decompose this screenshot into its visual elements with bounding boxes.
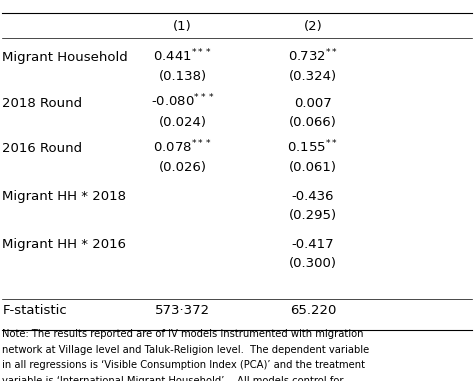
Text: Note: The results reported are of IV models instrumented with migration: Note: The results reported are of IV mod… <box>2 329 364 339</box>
Text: (1): (1) <box>173 20 192 33</box>
Text: F-statistic: F-statistic <box>2 304 67 317</box>
Text: 0.078$^{\rm{***}}$: 0.078$^{\rm{***}}$ <box>153 139 212 155</box>
Text: network at Village level and Taluk-Religion level.  The dependent variable: network at Village level and Taluk-Relig… <box>2 345 370 355</box>
Text: 2018 Round: 2018 Round <box>2 97 82 110</box>
Text: (0.024): (0.024) <box>158 116 207 129</box>
Text: (0.324): (0.324) <box>289 70 337 83</box>
Text: 65.220: 65.220 <box>290 304 336 317</box>
Text: (2): (2) <box>303 20 322 33</box>
Text: 0.007: 0.007 <box>294 97 332 110</box>
Text: 0.732$^{\rm{**}}$: 0.732$^{\rm{**}}$ <box>288 47 338 64</box>
Text: in all regressions is ‘Visible Consumption Index (PCA)’ and the treatment: in all regressions is ‘Visible Consumpti… <box>2 360 365 370</box>
Text: (0.300): (0.300) <box>289 257 337 270</box>
Text: 0.441$^{\rm{***}}$: 0.441$^{\rm{***}}$ <box>153 47 212 64</box>
Text: (0.026): (0.026) <box>158 162 207 174</box>
Text: Migrant HH * 2016: Migrant HH * 2016 <box>2 238 127 251</box>
Text: (0.295): (0.295) <box>289 209 337 222</box>
Text: -0.080$^{\rm{***}}$: -0.080$^{\rm{***}}$ <box>151 93 214 110</box>
Text: 573·372: 573·372 <box>155 304 210 317</box>
Text: -0.417: -0.417 <box>292 238 334 251</box>
Text: (0.061): (0.061) <box>289 162 337 174</box>
Text: 0.155$^{\rm{**}}$: 0.155$^{\rm{**}}$ <box>287 139 338 155</box>
Text: 2016 Round: 2016 Round <box>2 142 82 155</box>
Text: Migrant HH * 2018: Migrant HH * 2018 <box>2 190 127 203</box>
Text: (0.066): (0.066) <box>289 116 337 129</box>
Text: Migrant Household: Migrant Household <box>2 51 128 64</box>
Text: (0.138): (0.138) <box>158 70 207 83</box>
Text: -0.436: -0.436 <box>292 190 334 203</box>
Text: variable is ‘International Migrant Household’.   All models control for: variable is ‘International Migrant House… <box>2 376 344 381</box>
